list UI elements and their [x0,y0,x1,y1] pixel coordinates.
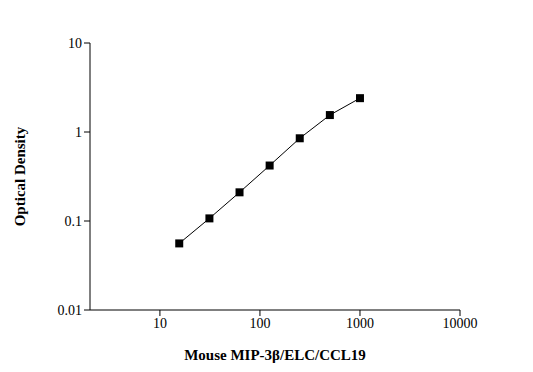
svg-text:Mouse MIP-3β/ELC/CCL19: Mouse MIP-3β/ELC/CCL19 [184,347,366,363]
svg-text:0.1: 0.1 [65,214,83,229]
svg-text:10000: 10000 [443,316,478,331]
svg-text:10: 10 [68,36,82,51]
svg-text:0.01: 0.01 [58,303,83,318]
svg-text:Optical Density: Optical Density [12,126,28,226]
svg-text:10: 10 [153,316,167,331]
svg-text:1: 1 [75,125,82,140]
svg-text:100: 100 [249,316,270,331]
svg-text:1000: 1000 [346,316,374,331]
